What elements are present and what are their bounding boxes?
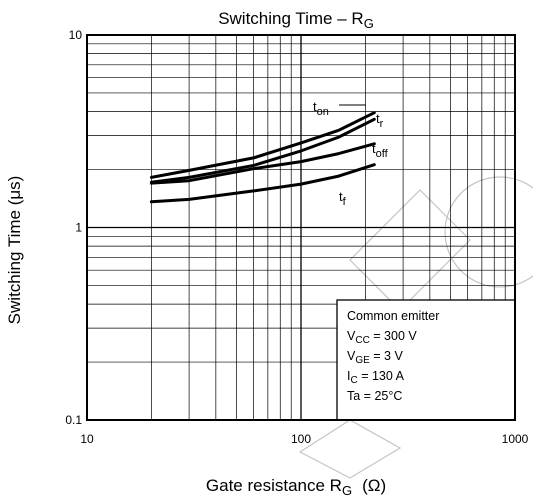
series-lines <box>149 111 376 204</box>
x-tick-labels: 10 100 1000 <box>80 432 528 446</box>
y-tick-label: 0.1 <box>65 413 82 427</box>
conditions-box: Common emitter VCC = 300 V VGE = 3 V IC = 1… <box>336 299 516 421</box>
title-sub: G <box>364 16 374 31</box>
y-tick-labels: 10 1 0.1 <box>65 28 82 427</box>
x-tick-label: 100 <box>291 432 311 446</box>
y-tick-label: 1 <box>75 221 82 235</box>
title-main: Switching Time – R <box>218 9 364 28</box>
series-line-tr <box>149 117 376 184</box>
condition-line: Ta = 25°C <box>347 389 402 403</box>
xlabel-unit: (Ω) <box>362 476 386 495</box>
condition-line: IC = 130 A <box>347 369 405 386</box>
series-label-tr: tr <box>376 111 384 130</box>
y-axis-label: Switching Time (μs) <box>5 176 24 325</box>
chart-title: Switching Time – RG <box>218 9 374 31</box>
condition-line: Common emitter <box>347 309 439 323</box>
watermark <box>298 176 533 479</box>
plot-frame <box>86 34 516 421</box>
y-tick-label: 10 <box>69 28 83 42</box>
series-line-tf <box>149 163 376 204</box>
x-tick-label: 10 <box>80 432 94 446</box>
series-labels: ton tr toff tf <box>313 99 389 208</box>
x-axis-label: Gate resistance RG (Ω) <box>206 476 386 498</box>
condition-line: VCC = 300 V <box>347 329 417 346</box>
xlabel-sub: G <box>342 483 352 498</box>
series-line-ton <box>149 111 376 179</box>
series-label-tf: tf <box>339 189 347 208</box>
condition-line: VGE = 3 V <box>347 349 403 366</box>
series-label-ton: ton <box>313 99 329 118</box>
series-label-toff: toff <box>372 141 389 160</box>
xlabel-main: Gate resistance R <box>206 476 342 495</box>
x-tick-label: 1000 <box>502 432 529 446</box>
series-line-toff <box>149 142 376 185</box>
